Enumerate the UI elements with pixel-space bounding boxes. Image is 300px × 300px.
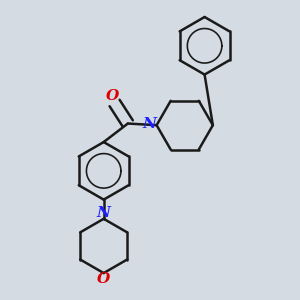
Text: O: O — [106, 89, 120, 103]
Text: N: N — [97, 206, 111, 220]
Text: O: O — [97, 272, 110, 286]
Text: N: N — [142, 117, 156, 131]
